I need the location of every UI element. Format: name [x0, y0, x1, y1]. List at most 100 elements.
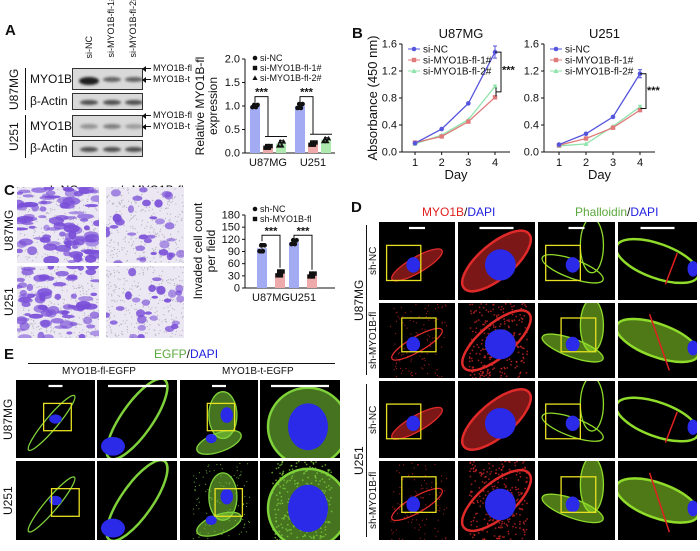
invaded-cell — [63, 250, 71, 257]
data-point — [466, 119, 471, 124]
signal-speckle — [411, 519, 414, 521]
lane-label-si-nc: si-NC — [84, 35, 94, 59]
nucleus — [484, 488, 516, 521]
y-tick-label: 0.4 — [382, 120, 397, 132]
bar — [276, 143, 286, 153]
x-tick-label: 4 — [637, 157, 643, 169]
data-point — [290, 237, 296, 243]
signal-speckle — [515, 323, 518, 326]
blot-label-actin: β-Actin — [30, 141, 68, 155]
invaded-cell — [17, 227, 29, 231]
data-point — [281, 139, 287, 144]
significance-bracket — [254, 96, 287, 138]
signal-speckle — [193, 513, 195, 515]
bar — [308, 143, 318, 153]
header-sep: / — [186, 347, 191, 361]
d-row-sh-nc: sh-NC — [368, 405, 379, 434]
signal-speckle — [478, 495, 481, 498]
signal-speckle — [295, 462, 298, 465]
signal-speckle — [406, 327, 408, 329]
signal-speckle — [414, 527, 416, 529]
signal-speckle — [484, 322, 487, 324]
invaded-cell — [85, 266, 99, 270]
legend-marker-circle — [553, 46, 559, 52]
signal-speckle — [442, 513, 445, 515]
signal-speckle — [481, 372, 484, 375]
signal-speckle — [491, 368, 494, 371]
signal-speckle — [492, 308, 495, 311]
signal-speckle — [472, 519, 475, 522]
data-point — [296, 101, 302, 107]
signal-speckle — [443, 509, 445, 511]
signal-speckle — [438, 510, 440, 512]
signal-speckle — [398, 472, 400, 474]
e-header-egfp-dapi: EGFP/DAPI — [154, 347, 218, 361]
signal-speckle — [391, 533, 393, 535]
invaded-cell — [17, 248, 23, 254]
signal-speckle — [395, 312, 397, 314]
invaded-cell — [127, 232, 137, 236]
significance-bracket — [495, 51, 502, 97]
signal-speckle — [515, 360, 518, 363]
signal-speckle — [494, 527, 497, 530]
signal-speckle — [515, 315, 518, 318]
data-point — [278, 273, 284, 278]
signal-speckle — [495, 472, 497, 475]
signal-speckle — [309, 466, 311, 468]
invaded-cell — [71, 235, 90, 239]
micrograph — [97, 380, 177, 458]
data-point — [637, 107, 643, 113]
nucleus — [687, 500, 697, 517]
signal-speckle — [426, 340, 429, 342]
blot-label-actin: β-Actin — [30, 94, 68, 108]
invaded-cell — [90, 195, 99, 203]
signal-speckle — [508, 326, 510, 329]
signal-speckle — [440, 475, 443, 477]
micrograph — [618, 303, 697, 378]
signal-speckle — [470, 495, 473, 498]
signal-speckle — [490, 356, 493, 359]
transwell-image — [17, 266, 99, 338]
signal-speckle — [415, 519, 417, 521]
signal-speckle — [475, 327, 478, 330]
signal-speckle — [503, 318, 505, 320]
bar — [307, 275, 317, 288]
invaded-cell — [33, 236, 46, 240]
micrograph — [458, 222, 535, 300]
signal-speckle — [410, 495, 412, 497]
bar — [295, 106, 305, 153]
signal-speckle — [469, 462, 472, 465]
invaded-cell — [18, 238, 33, 246]
signal-speckle — [480, 342, 483, 345]
signal-speckle — [420, 367, 423, 369]
signal-speckle — [503, 320, 506, 323]
signal-speckle — [520, 320, 523, 323]
invaded-cell — [42, 334, 54, 338]
signal-speckle — [519, 527, 521, 530]
signal-speckle — [498, 537, 501, 540]
chart-title: U87MG — [439, 26, 484, 41]
signal-speckle — [411, 374, 413, 377]
signal-speckle — [497, 481, 499, 484]
signal-speckle — [421, 519, 423, 522]
invaded-cell — [79, 218, 89, 222]
signal-speckle — [288, 469, 291, 471]
signal-speckle — [479, 500, 482, 502]
signal-speckle — [518, 507, 521, 510]
signal-speckle — [398, 538, 401, 540]
cell-body — [579, 222, 605, 274]
invaded-cell — [137, 315, 147, 324]
nucleus — [687, 340, 697, 356]
signal-speckle — [399, 508, 401, 510]
invaded-cell — [80, 238, 96, 243]
data-point — [265, 143, 270, 149]
blot-group-line — [25, 115, 26, 158]
signal-speckle — [489, 358, 491, 361]
signal-speckle — [239, 475, 241, 477]
significance-label: *** — [255, 87, 269, 99]
signal-speckle — [486, 471, 489, 473]
signal-speckle — [473, 534, 476, 537]
signal-speckle — [489, 371, 491, 374]
signal-speckle — [426, 483, 428, 485]
